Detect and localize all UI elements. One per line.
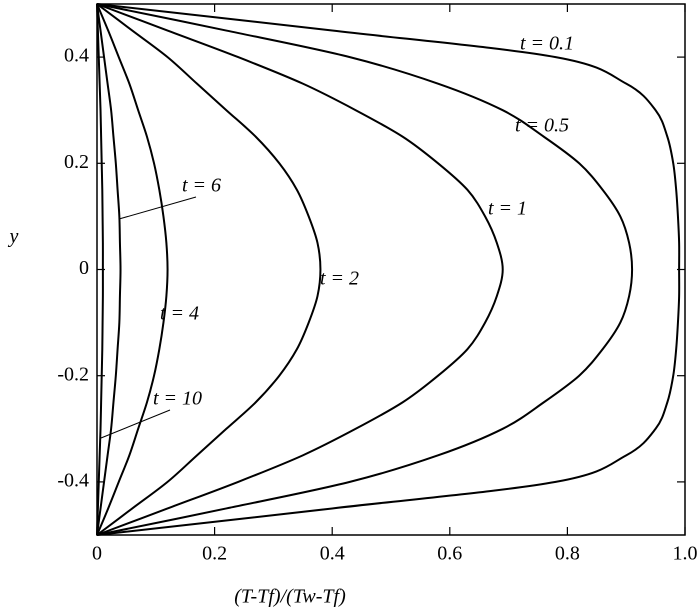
leader-line [118, 196, 197, 220]
x-tick-label: 0.8 [555, 543, 580, 565]
curve [96, 3, 634, 536]
y-tick-label: 0.4 [64, 45, 89, 67]
curve-label: t = 4 [160, 303, 199, 325]
x-tick-label: 0.4 [320, 543, 345, 565]
x-axis-label: (T-Tf)/(Tw-Tf) [234, 586, 346, 608]
y-axis-label: y [8, 226, 19, 248]
curve-label: t = 1 [488, 198, 527, 220]
y-tick-label: 0 [79, 257, 89, 279]
y-tick-label: 0.2 [64, 151, 89, 173]
x-tick-label: 0.6 [437, 543, 462, 565]
plot-frame [96, 3, 686, 536]
curve [96, 3, 169, 536]
curve [96, 3, 104, 536]
curve-label: t = 0.1 [520, 33, 574, 55]
curve [96, 3, 322, 536]
x-tick-label: 0.2 [202, 543, 227, 565]
leader-line [100, 409, 171, 439]
curve [96, 3, 122, 536]
curve-label: t = 6 [182, 175, 221, 197]
y-tick-label: -0.2 [57, 363, 89, 385]
x-tick-label: 0 [92, 543, 102, 565]
curve [96, 3, 504, 536]
curve-label: t = 0.5 [515, 115, 569, 137]
x-tick-label: 1.0 [673, 543, 698, 565]
y-tick-label: -0.4 [57, 469, 89, 491]
curve-label: t = 10 [153, 388, 202, 410]
curve-label: t = 2 [320, 268, 359, 290]
curve [96, 3, 681, 536]
